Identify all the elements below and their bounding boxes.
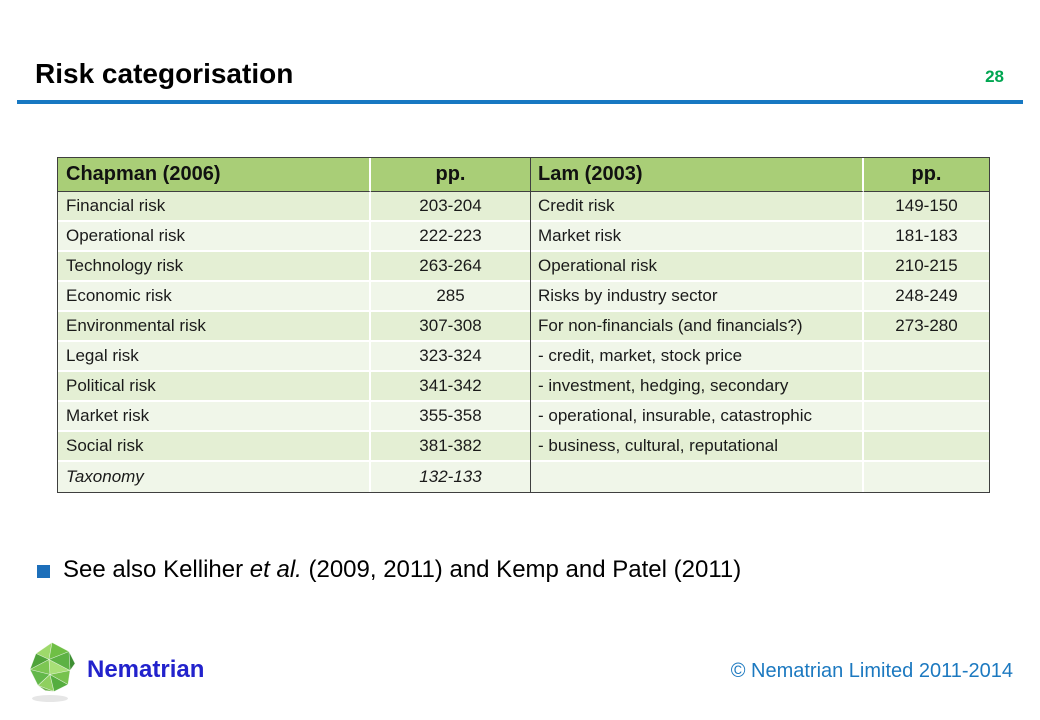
lam-risk-cell: Risks by industry sector <box>530 282 864 312</box>
table-row: Legal risk 323-324 - credit, market, sto… <box>58 342 989 372</box>
chapman-pp-cell: 222-223 <box>371 222 530 252</box>
lam-pp-cell <box>864 342 989 372</box>
chapman-pp-cell: 341-342 <box>371 372 530 402</box>
chapman-pp-cell: 323-324 <box>371 342 530 372</box>
copyright-notice: © Nematrian Limited 2011-2014 <box>730 660 1013 682</box>
see-also-text-post: (2009, 2011) and Kemp and Patel (2011) <box>301 556 742 583</box>
chapman-risk-cell: Operational risk <box>58 222 371 252</box>
chapman-pp-cell: 132-133 <box>371 462 530 492</box>
table-row: Taxonomy 132-133 <box>58 462 989 492</box>
table-row: Operational risk 222-223 Market risk 181… <box>58 222 989 252</box>
lam-risk-subitem-cell: - operational, insurable, catastrophic <box>530 402 864 432</box>
table-header-row: Chapman (2006) pp. Lam (2003) pp. <box>58 158 989 192</box>
nematrian-logo-icon <box>29 642 76 702</box>
lam-risk-cell <box>530 462 864 492</box>
lam-risk-cell: Credit risk <box>530 192 864 222</box>
risk-categorisation-table: Chapman (2006) pp. Lam (2003) pp. Financ… <box>57 157 990 493</box>
lam-risk-cell: For non-financials (and financials?) <box>530 312 864 342</box>
lam-risk-subitem-cell: - credit, market, stock price <box>530 342 864 372</box>
table-row: Economic risk 285 Risks by industry sect… <box>58 282 989 312</box>
lam-pp-cell <box>864 462 989 492</box>
page-number: 28 <box>985 67 1004 86</box>
chapman-pp-cell: 381-382 <box>371 432 530 462</box>
col-header-pp-chapman: pp. <box>371 158 530 192</box>
lam-risk-subitem-cell: - investment, hedging, secondary <box>530 372 864 402</box>
lam-pp-cell <box>864 402 989 432</box>
lam-pp-cell: 248-249 <box>864 282 989 312</box>
table-row: Financial risk 203-204 Credit risk 149-1… <box>58 192 989 222</box>
chapman-pp-cell: 285 <box>371 282 530 312</box>
table-row: Political risk 341-342 - investment, hed… <box>58 372 989 402</box>
chapman-risk-cell: Social risk <box>58 432 371 462</box>
table-row: Technology risk 263-264 Operational risk… <box>58 252 989 282</box>
col-header-lam: Lam (2003) <box>530 158 864 192</box>
lam-pp-cell <box>864 372 989 402</box>
see-also-text: See also Kelliher et al. (2009, 2011) an… <box>63 556 741 584</box>
lam-risk-cell: Market risk <box>530 222 864 252</box>
lam-pp-cell <box>864 432 989 462</box>
chapman-risk-cell: Technology risk <box>58 252 371 282</box>
lam-pp-cell: 210-215 <box>864 252 989 282</box>
lam-risk-subitem-cell: - business, cultural, reputational <box>530 432 864 462</box>
title-underline-rule <box>17 100 1023 104</box>
chapman-risk-cell: Taxonomy <box>58 462 371 492</box>
nematrian-brand-label: Nematrian <box>87 656 205 683</box>
chapman-risk-cell: Political risk <box>58 372 371 402</box>
chapman-risk-cell: Financial risk <box>58 192 371 222</box>
chapman-pp-cell: 307-308 <box>371 312 530 342</box>
see-also-text-pre: See also Kelliher <box>63 556 250 583</box>
lam-pp-cell: 149-150 <box>864 192 989 222</box>
chapman-risk-cell: Environmental risk <box>58 312 371 342</box>
page-title: Risk categorisation <box>35 58 294 89</box>
chapman-pp-cell: 355-358 <box>371 402 530 432</box>
chapman-risk-cell: Market risk <box>58 402 371 432</box>
table-row: Environmental risk 307-308 For non-finan… <box>58 312 989 342</box>
table-row: Market risk 355-358 - operational, insur… <box>58 402 989 432</box>
chapman-pp-cell: 203-204 <box>371 192 530 222</box>
chapman-pp-cell: 263-264 <box>371 252 530 282</box>
bullet-square-icon <box>37 565 50 578</box>
col-header-pp-lam: pp. <box>864 158 989 192</box>
see-also-text-italic: et al. <box>249 556 302 583</box>
lam-pp-cell: 273-280 <box>864 312 989 342</box>
chapman-risk-cell: Legal risk <box>58 342 371 372</box>
col-header-chapman: Chapman (2006) <box>58 158 371 192</box>
table-row: Social risk 381-382 - business, cultural… <box>58 432 989 462</box>
lam-pp-cell: 181-183 <box>864 222 989 252</box>
chapman-risk-cell: Economic risk <box>58 282 371 312</box>
lam-risk-cell: Operational risk <box>530 252 864 282</box>
table-middle-divider <box>530 158 531 492</box>
see-also-bullet-line: See also Kelliher et al. (2009, 2011) an… <box>37 556 741 584</box>
